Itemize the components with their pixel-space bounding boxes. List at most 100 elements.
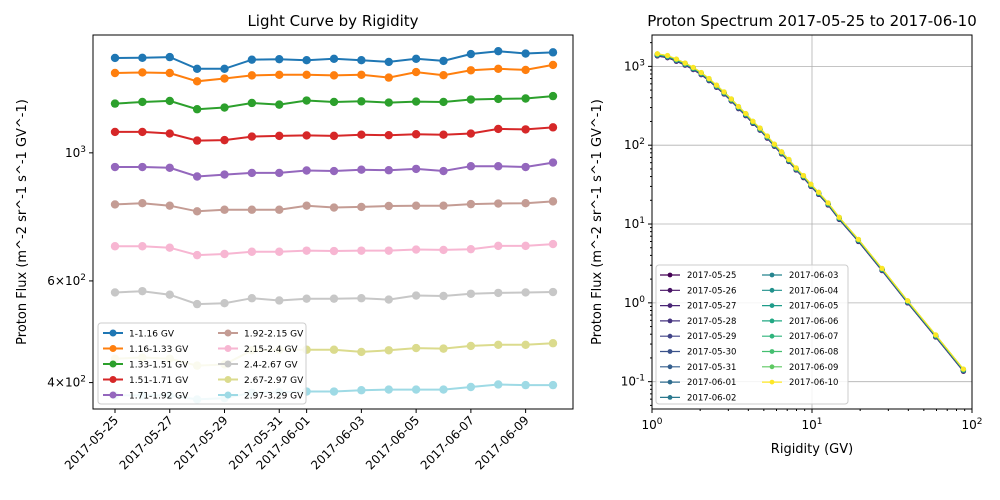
- data-point: [384, 98, 393, 107]
- data-point: [275, 168, 284, 178]
- legend-marker: [109, 391, 117, 399]
- data-point: [521, 340, 530, 350]
- data-point: [302, 246, 311, 255]
- x-tick-label: 102: [961, 417, 982, 432]
- light-curve-frame: [92, 34, 574, 410]
- data-point: [466, 162, 476, 171]
- data-point: [466, 244, 476, 254]
- data-point: [706, 75, 712, 82]
- data-point: [302, 166, 311, 175]
- data-point: [548, 123, 558, 132]
- y-tick-label: 103: [624, 58, 645, 73]
- data-point: [816, 189, 822, 195]
- data-point: [757, 125, 763, 131]
- legend-label: 2017-05-29: [687, 332, 736, 342]
- data-point: [384, 201, 393, 211]
- data-point: [329, 54, 339, 64]
- data-point: [384, 295, 393, 304]
- legend-marker: [667, 395, 673, 400]
- data-point: [411, 385, 421, 394]
- data-point: [548, 339, 558, 348]
- legend-marker: [769, 364, 775, 370]
- legend-marker: [109, 376, 117, 383]
- data-point: [302, 294, 311, 303]
- data-point: [357, 294, 366, 303]
- data-point: [165, 96, 174, 106]
- legend-marker: [667, 303, 673, 308]
- data-point: [192, 77, 202, 86]
- data-point: [439, 97, 448, 107]
- data-point: [384, 346, 393, 355]
- y-tick-label: 101: [624, 216, 645, 231]
- data-point: [247, 132, 257, 141]
- data-point: [548, 197, 558, 206]
- data-point: [247, 294, 257, 303]
- data-point: [494, 241, 503, 251]
- data-point: [329, 246, 339, 256]
- legend-label: 2017-06-08: [789, 348, 838, 358]
- data-point: [439, 130, 448, 139]
- data-point: [192, 136, 202, 145]
- legend-label: 2017-05-28: [687, 317, 736, 327]
- data-point: [247, 55, 257, 64]
- data-point: [764, 133, 770, 139]
- data-point: [110, 68, 120, 78]
- data-point: [220, 64, 229, 74]
- data-point: [439, 70, 448, 80]
- legend-label: 1.51-1.71 GV: [129, 376, 189, 386]
- y-tick-label: 6×102: [47, 273, 86, 288]
- light-curve-legend: 1-1.16 GV 1.16-1.33 GV 1.33-1.51 GV 1.51-1.…: [97, 322, 307, 405]
- data-point: [165, 163, 174, 173]
- data-point: [690, 64, 696, 71]
- y-tick-label: 103: [65, 145, 86, 160]
- data-point: [825, 200, 831, 206]
- data-point: [411, 343, 421, 353]
- legend-marker: [667, 287, 673, 293]
- data-point: [138, 53, 147, 62]
- legend-label: 2017-06-04: [789, 286, 838, 296]
- data-point: [384, 385, 393, 394]
- data-point: [110, 242, 120, 251]
- legend-marker: [667, 333, 673, 339]
- data-point: [466, 129, 476, 138]
- data-point: [521, 94, 530, 103]
- data-point: [466, 49, 476, 59]
- data-point: [138, 199, 147, 208]
- data-point: [793, 165, 799, 171]
- data-point: [673, 56, 679, 62]
- data-point: [548, 287, 558, 297]
- data-point: [165, 129, 174, 138]
- data-point: [466, 341, 476, 351]
- legend-marker: [667, 349, 673, 354]
- legend-label: 1-1.16 GV: [129, 330, 175, 340]
- x-tick-label: 2017-06-07: [418, 413, 477, 472]
- data-point: [138, 68, 147, 77]
- legend-marker: [109, 329, 117, 337]
- data-point: [654, 51, 660, 57]
- data-point: [521, 162, 530, 172]
- data-point: [494, 380, 503, 389]
- data-point: [110, 53, 120, 63]
- data-point: [905, 298, 911, 304]
- data-point: [329, 97, 339, 107]
- data-point: [192, 299, 202, 309]
- data-point: [110, 162, 120, 172]
- spectrum-frame: [651, 34, 973, 410]
- data-point: [836, 214, 842, 220]
- x-tick-label: 2017-06-03: [308, 413, 367, 472]
- data-point: [357, 202, 366, 212]
- data-point: [357, 70, 366, 80]
- spectrum-legend: 2017-05-25 2017-05-26 2017-05-27 2017-05-28…: [655, 264, 849, 405]
- data-point: [220, 74, 229, 83]
- legend-marker: [667, 364, 673, 370]
- data-point: [466, 66, 476, 75]
- data-point: [521, 199, 530, 208]
- data-point: [192, 207, 202, 216]
- data-point: [494, 46, 503, 56]
- data-point: [411, 201, 421, 210]
- data-point: [192, 250, 202, 260]
- spectrum-y-label: Proton Flux (m^-2 sr^-1 s^-1 GV^-1): [590, 99, 605, 345]
- data-point: [165, 201, 174, 210]
- data-point: [521, 380, 530, 390]
- data-point: [933, 332, 939, 338]
